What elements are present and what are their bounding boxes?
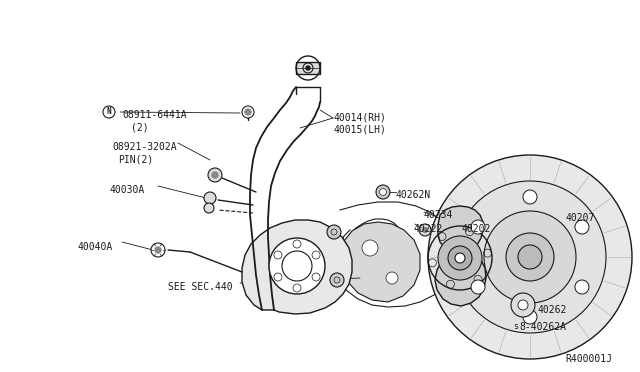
Circle shape — [575, 220, 589, 234]
Polygon shape — [296, 62, 320, 74]
Text: 08921-3202A: 08921-3202A — [112, 142, 177, 152]
Polygon shape — [340, 222, 420, 302]
Text: 40207: 40207 — [566, 213, 595, 223]
Circle shape — [471, 220, 485, 234]
Text: SEE SEC.440: SEE SEC.440 — [168, 282, 232, 292]
Circle shape — [151, 243, 165, 257]
Circle shape — [208, 168, 222, 182]
Text: PIN(2): PIN(2) — [118, 154, 153, 164]
Text: 40222: 40222 — [413, 224, 442, 234]
Circle shape — [438, 232, 446, 241]
Text: 40040A: 40040A — [78, 242, 113, 252]
Circle shape — [380, 189, 387, 196]
Text: 40262N: 40262N — [396, 190, 431, 200]
Circle shape — [506, 233, 554, 281]
Circle shape — [523, 310, 537, 324]
Circle shape — [204, 203, 214, 213]
Text: 08911-6441A: 08911-6441A — [122, 110, 187, 120]
Circle shape — [518, 245, 542, 269]
Circle shape — [465, 228, 474, 236]
Circle shape — [376, 185, 390, 199]
Circle shape — [474, 275, 482, 283]
Text: 40014(RH): 40014(RH) — [333, 112, 386, 122]
Text: 40015(LH): 40015(LH) — [333, 124, 386, 134]
Circle shape — [362, 240, 378, 256]
Circle shape — [312, 251, 320, 259]
Polygon shape — [242, 220, 352, 314]
Circle shape — [511, 293, 535, 317]
Circle shape — [471, 280, 485, 294]
Circle shape — [293, 284, 301, 292]
Circle shape — [212, 172, 218, 178]
Text: N: N — [107, 108, 111, 116]
Circle shape — [282, 251, 312, 281]
Circle shape — [455, 253, 465, 263]
Circle shape — [447, 280, 454, 288]
Circle shape — [155, 247, 161, 253]
Circle shape — [422, 228, 428, 232]
Circle shape — [484, 211, 576, 303]
Circle shape — [274, 273, 282, 281]
Circle shape — [428, 259, 436, 267]
Circle shape — [419, 224, 431, 236]
Circle shape — [242, 106, 254, 118]
Text: R400001J: R400001J — [565, 354, 612, 364]
Circle shape — [575, 280, 589, 294]
Circle shape — [245, 109, 251, 115]
Text: 40262: 40262 — [537, 305, 566, 315]
Text: (2): (2) — [131, 122, 148, 132]
Circle shape — [386, 272, 398, 284]
Circle shape — [518, 300, 528, 310]
Circle shape — [327, 225, 341, 239]
Circle shape — [306, 66, 310, 70]
Circle shape — [293, 240, 301, 248]
Circle shape — [269, 238, 325, 294]
Text: 40202: 40202 — [462, 224, 492, 234]
Circle shape — [428, 155, 632, 359]
Text: 8-40262A: 8-40262A — [519, 322, 566, 332]
Circle shape — [454, 181, 606, 333]
Circle shape — [523, 190, 537, 204]
Text: 40030A: 40030A — [110, 185, 145, 195]
Circle shape — [274, 251, 282, 259]
Circle shape — [448, 246, 472, 270]
Circle shape — [484, 249, 492, 257]
Polygon shape — [435, 206, 486, 306]
Circle shape — [438, 236, 482, 280]
Circle shape — [312, 273, 320, 281]
Text: 40234: 40234 — [424, 210, 453, 220]
Circle shape — [330, 273, 344, 287]
Circle shape — [204, 192, 216, 204]
Text: s: s — [513, 322, 518, 331]
